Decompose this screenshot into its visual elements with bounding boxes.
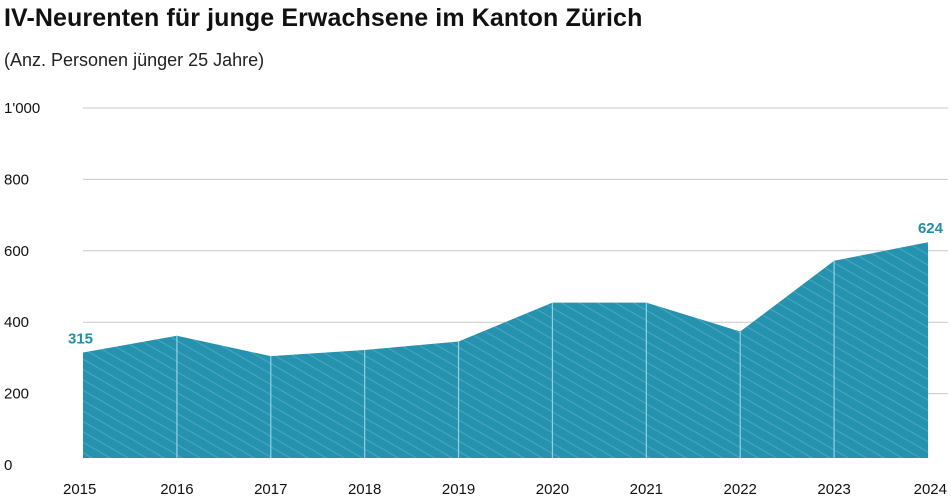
- x-tick-label: 2020: [536, 481, 569, 498]
- y-tick-label: 800: [4, 171, 29, 188]
- data-label: 624: [918, 220, 944, 237]
- x-tick-label: 2016: [160, 481, 193, 498]
- y-tick-label: 600: [4, 243, 29, 260]
- area-hatch: [83, 242, 928, 458]
- data-labels: 315 624: [68, 220, 944, 347]
- x-tick-label: 2022: [724, 481, 757, 498]
- y-tick-label: 200: [4, 386, 29, 403]
- x-axis-ticks: 2015 2016 2017 2018 2019 2020 2021 2022 2023 2024: [63, 481, 947, 498]
- year-dividers: [82, 242, 929, 458]
- y-axis-ticks: 0 200 400 600 800 1'000: [4, 100, 40, 474]
- x-tick-label: 2015: [63, 481, 96, 498]
- chart-title: IV-Neurenten für junge Erwachsene im Kan…: [4, 4, 643, 32]
- y-tick-label: 1'000: [4, 100, 40, 117]
- x-tick-label: 2017: [254, 481, 287, 498]
- x-tick-label: 2019: [442, 481, 475, 498]
- y-tick-label: 400: [4, 314, 29, 331]
- x-tick-label: 2024: [914, 481, 947, 498]
- y-tick-label: 0: [4, 457, 12, 474]
- x-tick-label: 2023: [817, 481, 850, 498]
- chart-subtitle: (Anz. Personen jünger 25 Jahre): [4, 50, 265, 70]
- area-series: [83, 242, 928, 458]
- x-tick-label: 2021: [630, 481, 663, 498]
- data-label: 315: [68, 331, 93, 348]
- x-tick-label: 2018: [348, 481, 381, 498]
